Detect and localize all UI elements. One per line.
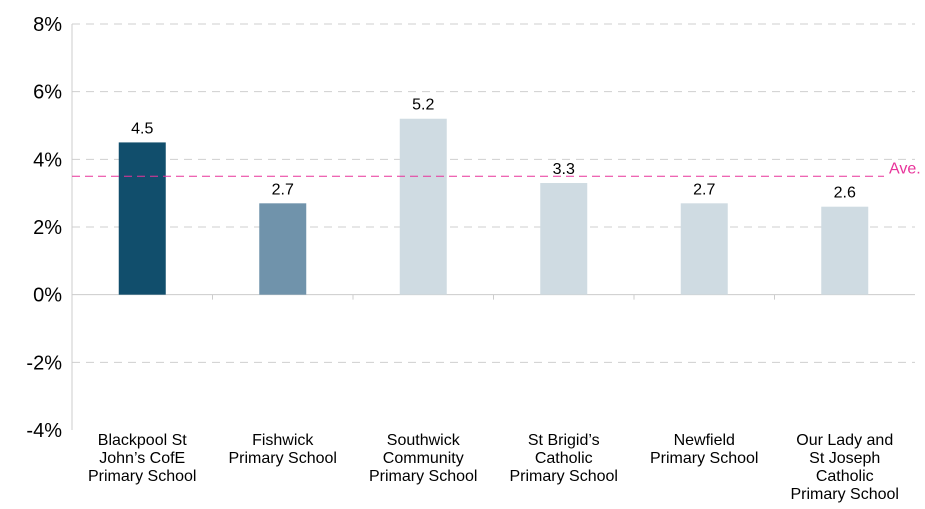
y-tick-labels: 8% 6% 4% 2% 0% -2% -4% [26, 14, 62, 442]
bar [399, 118, 447, 295]
category-label-line: Primary School [650, 450, 758, 467]
category-label-line: Blackpool St [98, 432, 187, 449]
y-tick-label: 2% [33, 217, 62, 239]
value-label: 4.5 [131, 120, 153, 137]
category-label: Blackpool St John’s CofE Primary School [88, 432, 196, 485]
average-reference: Ave. [72, 160, 921, 177]
category-label-line: Our Lady and [796, 432, 893, 449]
value-labels: 4.5 2.7 5.2 3.3 2.7 2.6 [131, 97, 856, 202]
category-labels: Blackpool St John’s CofE Primary SchoolFis… [88, 432, 899, 503]
category-label-line: St Joseph [809, 450, 880, 467]
category-label: St Brigid’s Catholic Primary School [510, 432, 618, 485]
bar [680, 203, 728, 295]
y-tick-label: 0% [33, 285, 62, 307]
category-label-line: Primary School [229, 450, 337, 467]
category-label-line: Primary School [510, 468, 618, 485]
y-tick-label: 8% [33, 14, 62, 36]
category-label: Newfield Primary School [650, 432, 758, 467]
y-tick-label: -4% [26, 420, 62, 442]
axes [71, 24, 915, 430]
category-label: Fishwick Primary School [229, 432, 337, 467]
y-tick-label: 6% [33, 82, 62, 104]
category-label: Southwick Community Primary School [369, 432, 477, 485]
category-label-line: St Brigid’s [528, 432, 600, 449]
category-label-line: Primary School [369, 468, 477, 485]
value-label: 3.3 [553, 161, 575, 178]
bar [540, 183, 588, 295]
gridlines [72, 23, 915, 363]
y-tick-label: 4% [33, 149, 62, 171]
value-label: 2.6 [834, 185, 856, 202]
value-label: 5.2 [412, 97, 434, 114]
category-label-line: Newfield [674, 432, 735, 449]
bar [118, 142, 166, 295]
category-label-line: Community [383, 450, 464, 467]
y-tick-label: -2% [26, 352, 62, 374]
category-label: Our Lady and St Joseph Catholic Primary Sch… [791, 432, 899, 503]
value-label: 2.7 [693, 181, 715, 198]
value-label: 2.7 [272, 181, 294, 198]
bar [259, 203, 307, 295]
category-label-line: Catholic [816, 468, 874, 485]
category-label-line: Southwick [387, 432, 461, 449]
bars [118, 118, 869, 295]
average-label: Ave. [889, 160, 921, 177]
category-label-line: Catholic [535, 450, 593, 467]
category-label-line: Primary School [88, 468, 196, 485]
bar [821, 206, 869, 295]
category-label-line: John’s CofE [99, 450, 185, 467]
category-label-line: Fishwick [252, 432, 314, 449]
category-label-line: Primary School [791, 486, 899, 503]
